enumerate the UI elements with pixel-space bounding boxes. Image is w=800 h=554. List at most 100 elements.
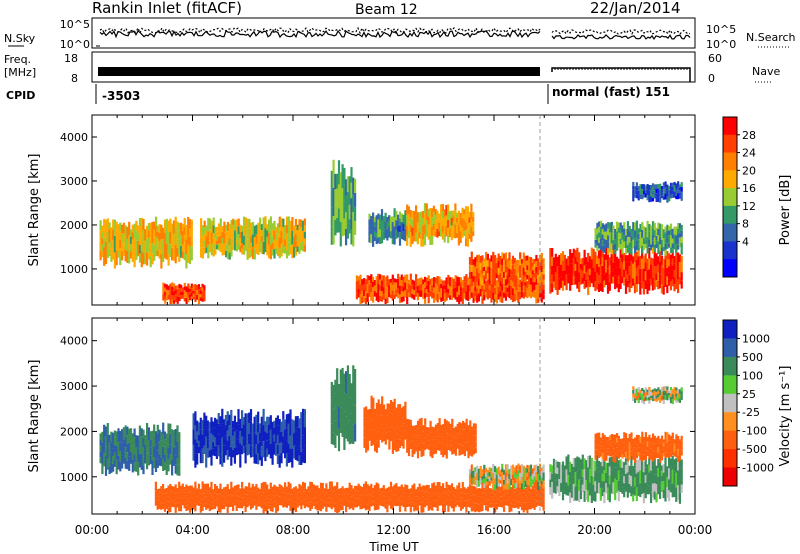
power-cell: [438, 227, 441, 232]
velocity-cell: [533, 476, 536, 482]
power-region-9: [594, 220, 683, 256]
power-cell: [197, 289, 201, 295]
velocity-cell: [215, 498, 218, 503]
power-cell: [442, 290, 445, 297]
velocity-cell: [183, 497, 186, 503]
velocity-cell: [397, 493, 400, 500]
velocity-cell: [390, 413, 393, 428]
power-cell: [515, 275, 518, 284]
velocity-cell: [192, 493, 195, 499]
velocity-cell: [169, 433, 172, 445]
velocity-cell: [269, 494, 272, 500]
velocity-cell: [113, 430, 116, 438]
power-cell: [574, 250, 577, 257]
velocity-cell: [321, 500, 324, 509]
velocity-cell: [258, 492, 262, 497]
velocity-cell: [341, 505, 344, 511]
power-cell: [470, 219, 473, 227]
velocity-cell: [623, 462, 626, 470]
power-cell: [677, 279, 680, 294]
velocity-cell: [653, 396, 656, 399]
velocity-cell: [266, 448, 269, 457]
power-cell: [463, 276, 466, 282]
velocity-cell: [167, 501, 170, 508]
velocity-cell: [621, 461, 624, 468]
velocity-cell: [390, 427, 393, 442]
velocity-cell: [570, 470, 574, 478]
power-cell: [466, 233, 469, 247]
velocity-cell: [469, 438, 472, 447]
velocity-cell: [214, 446, 217, 457]
power-cell: [424, 287, 427, 293]
velocity-cell: [486, 475, 489, 479]
power-cell: [643, 187, 646, 191]
velocity-cell: [494, 485, 497, 495]
power-cell: [488, 289, 491, 294]
power-cell: [519, 271, 522, 278]
power-cell: [664, 226, 667, 233]
velocity-cell: [160, 503, 163, 510]
velocity-cell: [483, 474, 486, 479]
power-cell: [504, 272, 507, 280]
velocity-cell: [453, 433, 456, 439]
velocity-cell: [621, 438, 624, 443]
velocity-cell: [248, 501, 251, 506]
power-cell: [644, 185, 647, 190]
power-cell: [598, 237, 601, 243]
velocity-cell: [386, 487, 389, 496]
velocity-cell: [462, 429, 465, 438]
power-cell: [210, 220, 213, 233]
velocity-cell: [680, 440, 683, 446]
velocity-cell: [669, 483, 672, 493]
power-cell: [241, 243, 244, 249]
power-cell: [115, 236, 118, 251]
velocity-cell: [535, 495, 538, 502]
y-tick-label: 2000: [60, 219, 88, 232]
colorbar-swatch: [723, 412, 737, 432]
power-cell: [176, 296, 179, 301]
velocity-cell: [510, 495, 513, 504]
velocity-cell: [197, 497, 201, 502]
power-cell: [268, 245, 271, 259]
colorbar-swatch: [723, 117, 737, 136]
power-cell: [630, 228, 633, 236]
power-cell: [634, 237, 637, 246]
colorbar-swatch: [723, 338, 737, 358]
power-cell: [479, 262, 482, 270]
power-cell: [504, 265, 507, 273]
velocity-cell: [471, 426, 474, 437]
velocity-cell: [413, 435, 416, 445]
power-region-2: [200, 216, 306, 260]
velocity-cell: [343, 494, 346, 500]
velocity-cell: [246, 427, 249, 442]
power-cell: [162, 239, 165, 251]
velocity-cell: [163, 502, 166, 508]
velocity-cell: [451, 418, 454, 428]
power-cell: [508, 277, 511, 286]
velocity-cell: [450, 483, 454, 492]
power-cell: [476, 295, 479, 303]
velocity-cell: [585, 490, 588, 500]
power-cell: [397, 226, 400, 232]
power-cell: [420, 284, 423, 291]
power-cell: [468, 233, 471, 239]
freq-panel: Freq. [MHz] 18 8 60 0 Nave: [4, 51, 780, 85]
velocity-cell: [474, 447, 477, 454]
velocity-cell: [506, 470, 509, 477]
power-cell: [257, 233, 260, 245]
velocity-cell: [366, 489, 369, 495]
power-cell: [592, 248, 595, 259]
power-cell: [599, 273, 602, 283]
velocity-cell: [226, 489, 229, 496]
power-cell: [477, 254, 480, 261]
velocity-cell: [599, 445, 603, 449]
velocity-cell: [429, 496, 432, 501]
power-region-3: [330, 159, 357, 247]
velocity-cell: [377, 431, 380, 448]
velocity-cell: [409, 441, 412, 450]
power-cell: [162, 250, 165, 262]
velocity-cell: [488, 492, 491, 496]
power-cell: [454, 210, 457, 218]
power-cell: [490, 290, 493, 297]
power-cell: [368, 225, 371, 231]
